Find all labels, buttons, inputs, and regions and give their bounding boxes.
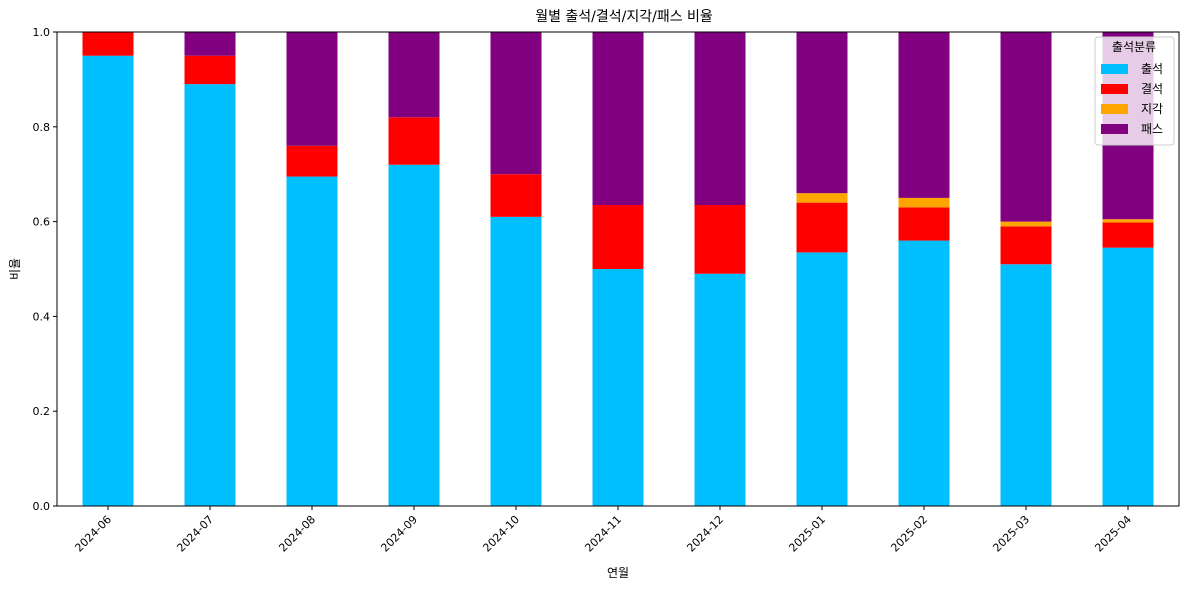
x-tick-label: 2025-01 (786, 513, 828, 555)
bar-2024-07-series-0 (184, 84, 236, 506)
bar-2025-02-series-1 (898, 207, 950, 241)
bar-2025-01-series-0 (796, 252, 848, 506)
x-tick-label: 2024-08 (276, 513, 318, 555)
x-tick-label: 2025-04 (1092, 513, 1134, 555)
y-tick-label: 0.6 (33, 216, 51, 229)
x-tick-label: 2024-12 (684, 513, 726, 555)
x-tick-label: 2024-11 (582, 513, 624, 555)
bar-2024-12-series-3 (694, 32, 746, 206)
bar-2024-09-series-1 (388, 117, 440, 165)
bar-2024-06-series-1 (82, 32, 134, 56)
bar-2024-09-series-0 (388, 164, 440, 506)
bar-2025-03-series-0 (1000, 264, 1052, 506)
legend-swatch (1101, 84, 1128, 94)
bar-2025-04-series-2 (1102, 219, 1154, 223)
y-tick-label: 1.0 (33, 26, 51, 39)
legend-label: 결석 (1141, 82, 1163, 96)
y-tick-label: 0.8 (33, 121, 51, 134)
bar-2025-03-series-2 (1000, 221, 1052, 227)
y-tick-label: 0.0 (33, 500, 51, 513)
bar-2024-11-series-1 (592, 205, 644, 269)
chart-title: 월별 출석/결석/지각/패스 비율 (535, 9, 713, 25)
x-tick-label: 2024-07 (174, 513, 216, 555)
bar-2024-10-series-3 (490, 32, 542, 175)
bars-layer (82, 32, 1154, 507)
bar-2025-01-series-1 (796, 202, 848, 253)
bar-2024-07-series-3 (184, 32, 236, 56)
bar-2024-10-series-1 (490, 174, 542, 217)
y-tick-label: 0.2 (33, 405, 51, 418)
bar-2024-08-series-1 (286, 145, 338, 177)
bar-2025-03-series-1 (1000, 226, 1052, 265)
x-axis: 2024-06 2024-07 2024-08 2024-09 2024-10 2024-… (72, 506, 1134, 555)
y-tick-label: 0.4 (33, 310, 51, 323)
bar-2025-04-series-0 (1102, 247, 1154, 507)
bar-2024-07-series-1 (184, 55, 236, 85)
legend-title: 출석분류 (1112, 40, 1156, 54)
bar-2024-12-series-0 (694, 273, 746, 506)
bar-2024-08-series-3 (286, 32, 338, 146)
legend-label: 패스 (1141, 122, 1163, 136)
bar-2024-06-series-0 (82, 55, 134, 506)
x-tick-label: 2025-02 (888, 513, 930, 555)
legend-label: 출석 (1141, 62, 1163, 76)
bar-2024-12-series-1 (694, 205, 746, 274)
bar-2024-11-series-0 (592, 269, 644, 506)
bar-2025-03-series-3 (1000, 32, 1052, 222)
legend-swatch (1101, 104, 1128, 114)
x-tick-label: 2024-06 (72, 513, 114, 555)
bar-2024-10-series-0 (490, 216, 542, 507)
y-axis: 0.0 0.2 0.4 0.6 0.8 1.0 (33, 26, 57, 513)
x-axis-label: 연월 (607, 566, 629, 580)
bar-2024-08-series-0 (286, 176, 338, 506)
bar-2024-09-series-3 (388, 32, 440, 118)
x-tick-label: 2025-03 (990, 513, 1032, 555)
bar-2025-01-series-3 (796, 32, 848, 194)
bar-2025-02-series-3 (898, 32, 950, 198)
bar-2024-11-series-3 (592, 32, 644, 206)
bar-2025-04-series-1 (1102, 222, 1154, 248)
bar-2025-02-series-2 (898, 197, 950, 208)
legend-swatch (1101, 64, 1128, 74)
legend-label: 지각 (1141, 102, 1163, 116)
y-axis-label: 비율 (8, 258, 22, 280)
bar-2025-02-series-0 (898, 240, 950, 506)
bar-2025-01-series-2 (796, 193, 848, 203)
x-tick-label: 2024-10 (480, 513, 522, 555)
legend-swatch (1101, 124, 1128, 134)
x-tick-label: 2024-09 (378, 513, 420, 555)
